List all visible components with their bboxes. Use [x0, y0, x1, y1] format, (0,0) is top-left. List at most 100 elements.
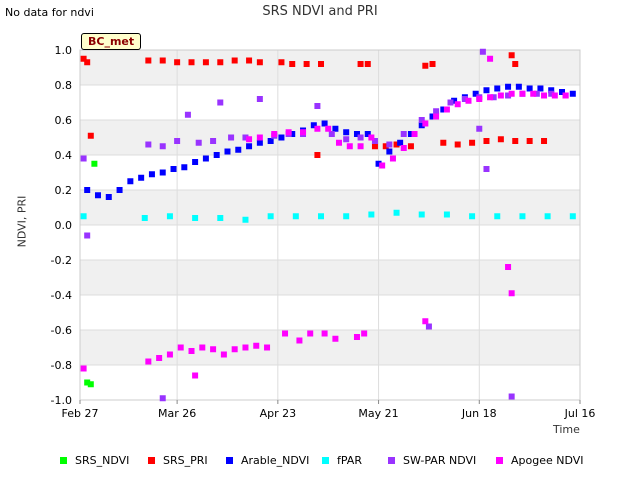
data-point-fpar — [292, 213, 299, 220]
data-point-srs-pri — [382, 143, 389, 150]
data-point-sw-par-ndvi — [386, 141, 393, 148]
data-point-apogee-ndvi — [465, 97, 472, 104]
data-point-arable-ndvi — [224, 148, 231, 155]
legend-item: SRS_PRI — [148, 454, 208, 467]
data-point-arable-ndvi — [548, 87, 555, 94]
data-point-srs-pri — [303, 61, 310, 67]
data-point-sw-par-ndvi — [145, 141, 152, 148]
data-point-fpar — [494, 213, 501, 220]
data-point-fpar — [393, 209, 400, 216]
data-point-srs-pri — [469, 139, 476, 146]
y-tick-label: 0.2 — [55, 184, 73, 197]
data-point-srs-pri — [84, 59, 91, 66]
data-point-apogee-ndvi — [80, 365, 87, 372]
legend-item: fPAR — [322, 454, 362, 467]
data-point-arable-ndvi — [159, 169, 166, 176]
data-point-apogee-ndvi — [508, 290, 515, 297]
data-point-apogee-ndvi — [166, 351, 173, 358]
data-point-arable-ndvi — [418, 122, 425, 129]
legend-item: Apogee NDVI — [496, 454, 584, 467]
data-point-arable-ndvi — [375, 160, 382, 167]
y-tick-label: -0.2 — [51, 254, 72, 267]
data-point-apogee-ndvi — [497, 92, 504, 99]
data-point-sw-par-ndvi — [343, 136, 350, 143]
y-tick-label: -0.6 — [51, 324, 72, 337]
data-point-arable-ndvi — [364, 131, 371, 137]
data-point-sw-par-ndvi — [242, 134, 249, 141]
data-point-apogee-ndvi — [307, 330, 314, 337]
data-point-apogee-ndvi — [541, 92, 548, 99]
data-point-apogee-ndvi — [379, 162, 386, 169]
data-point-apogee-ndvi — [264, 344, 271, 351]
data-point-apogee-ndvi — [325, 125, 332, 132]
legend-swatch — [496, 457, 503, 464]
data-point-arable-ndvi — [289, 131, 296, 137]
data-point-sw-par-ndvi — [490, 94, 497, 101]
data-point-apogee-ndvi — [508, 90, 515, 97]
data-point-arable-ndvi — [235, 146, 242, 153]
legend-swatch — [322, 457, 329, 464]
data-point-srs-ndvi — [87, 381, 94, 388]
data-point-srs-pri — [497, 136, 504, 143]
data-point-arable-ndvi — [127, 178, 134, 185]
data-point-fpar — [141, 215, 148, 221]
data-point-srs-pri — [512, 61, 519, 67]
data-point-arable-ndvi — [440, 106, 447, 113]
data-point-apogee-ndvi — [246, 136, 253, 143]
data-point-srs-pri — [364, 61, 371, 67]
data-point-arable-ndvi — [116, 187, 123, 193]
data-point-arable-ndvi — [451, 97, 458, 104]
data-point-apogee-ndvi — [487, 55, 494, 62]
data-point-arable-ndvi — [537, 85, 544, 92]
data-point-fpar — [469, 213, 476, 220]
data-point-sw-par-ndvi — [425, 323, 432, 330]
data-point-srs-pri — [188, 59, 195, 66]
data-point-fpar — [544, 213, 551, 220]
data-point-apogee-ndvi — [296, 337, 303, 344]
grid-band — [80, 50, 580, 85]
y-tick-label: 0.6 — [55, 114, 73, 127]
data-point-sw-par-ndvi — [210, 138, 217, 144]
data-point-apogee-ndvi — [314, 125, 321, 132]
data-point-sw-par-ndvi — [159, 143, 166, 150]
data-point-apogee-ndvi — [422, 318, 429, 325]
data-point-fpar — [166, 213, 173, 220]
data-point-apogee-ndvi — [231, 346, 238, 353]
y-tick-label: -1.0 — [51, 394, 72, 407]
legend-swatch — [60, 457, 67, 464]
data-point-srs-pri — [87, 132, 94, 139]
x-tick-label: May 21 — [358, 407, 398, 420]
data-point-apogee-ndvi — [411, 131, 418, 137]
data-point-arable-ndvi — [94, 192, 101, 199]
data-point-arable-ndvi — [483, 87, 490, 94]
legend-item: SRS_NDVI — [60, 454, 129, 467]
y-tick-label: 1.0 — [55, 44, 73, 57]
data-point-sw-par-ndvi — [195, 139, 202, 146]
data-point-srs-pri — [407, 143, 414, 150]
grid-band — [80, 260, 580, 295]
data-point-apogee-ndvi — [177, 344, 184, 351]
y-tick-label: 0.8 — [55, 79, 73, 92]
data-point-apogee-ndvi — [192, 372, 199, 379]
x-axis-label: Time — [553, 423, 580, 436]
data-point-apogee-ndvi — [321, 330, 328, 337]
x-tick-label: Jul 16 — [564, 407, 596, 420]
data-point-srs-pri — [289, 61, 296, 67]
data-point-srs-pri — [440, 139, 447, 146]
data-point-apogee-ndvi — [271, 131, 278, 137]
data-point-fpar — [569, 213, 576, 220]
data-point-srs-pri — [314, 152, 321, 158]
data-point-arable-ndvi — [494, 85, 501, 92]
data-point-sw-par-ndvi — [159, 395, 166, 402]
legend-label: SRS_PRI — [163, 454, 208, 467]
data-point-arable-ndvi — [505, 83, 512, 90]
x-tick-label: Apr 23 — [260, 407, 297, 420]
legend-label: SW-PAR NDVI — [403, 454, 477, 467]
data-point-apogee-ndvi — [530, 90, 537, 97]
x-tick-label: Feb 27 — [62, 407, 99, 420]
data-point-arable-ndvi — [170, 166, 177, 172]
data-point-fpar — [343, 213, 350, 220]
data-point-srs-pri — [454, 141, 461, 148]
legend-label: Apogee NDVI — [511, 454, 584, 467]
